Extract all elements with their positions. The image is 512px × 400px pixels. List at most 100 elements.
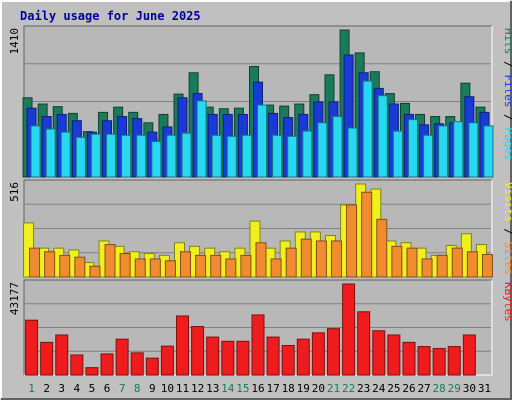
bar-pages-day-29: [453, 121, 464, 178]
legend-files: Files: [502, 74, 512, 107]
bar-sites-day-18: [285, 247, 297, 278]
day-label-31: 31: [478, 382, 491, 395]
bar-pages-day-31: [483, 125, 494, 178]
bar-sites-day-20: [315, 240, 327, 278]
max-label-visits-sites: 516: [8, 182, 21, 202]
bar-pages-day-7: [121, 134, 132, 178]
bar-sites-day-28: [436, 254, 448, 278]
bar-kbytes-day-26: [402, 341, 416, 376]
bar-kbytes-day-15: [236, 340, 250, 376]
bar-sites-day-22: [346, 204, 358, 278]
bar-kbytes-day-17: [266, 336, 280, 376]
bar-pages-day-30: [468, 122, 479, 178]
legend-visits-sites: Visits / Sites: [502, 182, 512, 275]
bar-kbytes-day-6: [100, 353, 114, 376]
day-label-9: 9: [149, 382, 156, 395]
bar-sites-day-8: [134, 258, 146, 278]
bar-sites-day-10: [164, 260, 176, 278]
bar-pages-day-12: [196, 100, 207, 178]
bar-pages-day-26: [407, 119, 418, 178]
bar-sites-day-6: [104, 244, 116, 278]
bar-sites-day-7: [119, 253, 131, 278]
day-label-14: 14: [221, 382, 235, 395]
bar-kbytes-day-8: [130, 352, 144, 376]
day-label-30: 30: [463, 382, 476, 395]
bar-kbytes-day-19: [296, 338, 310, 376]
legend-kbytes: KBytes: [502, 282, 512, 322]
bar-kbytes-day-10: [160, 345, 174, 376]
bar-kbytes-day-14: [221, 340, 235, 376]
legend-pages: Pages: [502, 127, 512, 160]
day-label-2: 2: [43, 382, 50, 395]
bar-pages-day-4: [75, 136, 86, 178]
bar-kbytes-day-30: [462, 334, 476, 376]
bar-kbytes-day-23: [357, 311, 371, 376]
bar-pages-day-1: [30, 125, 41, 178]
max-label-hits-files-pages: 1410: [8, 28, 21, 55]
bar-kbytes-day-22: [342, 283, 356, 376]
day-label-6: 6: [104, 382, 111, 395]
legend-separator: /: [502, 222, 512, 242]
bar-kbytes-day-1: [25, 319, 39, 376]
bar-sites-day-17: [270, 258, 282, 278]
bar-sites-day-29: [451, 247, 463, 278]
day-label-28: 28: [433, 382, 446, 395]
bar-sites-day-3: [59, 254, 71, 278]
bar-sites-day-1: [29, 247, 41, 278]
day-label-21: 21: [327, 382, 340, 395]
chart-title: Daily usage for June 2025: [20, 9, 201, 23]
day-label-4: 4: [74, 382, 81, 395]
bar-kbytes-day-18: [281, 344, 295, 376]
day-label-15: 15: [236, 382, 249, 395]
bar-sites-day-5: [89, 265, 101, 278]
day-label-26: 26: [402, 382, 415, 395]
bar-sites-day-4: [74, 256, 86, 278]
bar-sites-day-23: [361, 191, 373, 278]
bar-pages-day-11: [181, 132, 192, 178]
legend-kbytes: KBytes: [502, 282, 512, 322]
bar-kbytes-day-13: [206, 336, 220, 376]
bar-pages-day-27: [423, 134, 434, 178]
bar-pages-day-21: [332, 116, 343, 178]
day-label-5: 5: [89, 382, 96, 395]
bar-pages-day-2: [45, 128, 56, 178]
bar-pages-day-15: [241, 134, 252, 178]
bar-kbytes-day-3: [55, 334, 69, 376]
bar-kbytes-day-20: [311, 332, 325, 376]
bar-kbytes-day-4: [70, 354, 84, 376]
bar-pages-day-24: [377, 95, 388, 178]
day-label-12: 12: [191, 382, 204, 395]
legend-separator: /: [502, 108, 512, 128]
bar-sites-day-13: [210, 254, 222, 278]
day-label-1: 1: [28, 382, 35, 395]
bar-kbytes-day-16: [251, 314, 265, 376]
day-label-23: 23: [357, 382, 370, 395]
bar-sites-day-25: [391, 245, 403, 278]
bar-pages-day-6: [106, 133, 117, 178]
bar-pages-day-3: [60, 131, 71, 178]
bar-pages-day-13: [211, 134, 222, 178]
day-label-27: 27: [417, 382, 430, 395]
bar-sites-day-14: [225, 258, 237, 278]
bar-pages-day-8: [136, 134, 147, 178]
day-label-18: 18: [282, 382, 295, 395]
day-label-19: 19: [297, 382, 310, 395]
bar-sites-day-26: [406, 247, 418, 278]
bar-kbytes-day-25: [387, 334, 401, 376]
day-label-10: 10: [161, 382, 174, 395]
bar-kbytes-day-9: [145, 357, 159, 376]
bar-kbytes-day-21: [326, 328, 340, 376]
legend-hits-files-pages: Hits / Files / Pages: [502, 28, 512, 161]
bar-sites-day-15: [240, 254, 252, 278]
bar-kbytes-day-5: [85, 367, 99, 376]
bar-kbytes-day-11: [176, 315, 190, 376]
day-label-17: 17: [266, 382, 279, 395]
max-label-kbytes: 43177: [8, 282, 21, 315]
bar-sites-day-21: [330, 240, 342, 278]
bar-pages-day-16: [257, 104, 267, 178]
bar-sites-day-31: [481, 253, 493, 278]
bar-sites-day-12: [195, 254, 207, 278]
